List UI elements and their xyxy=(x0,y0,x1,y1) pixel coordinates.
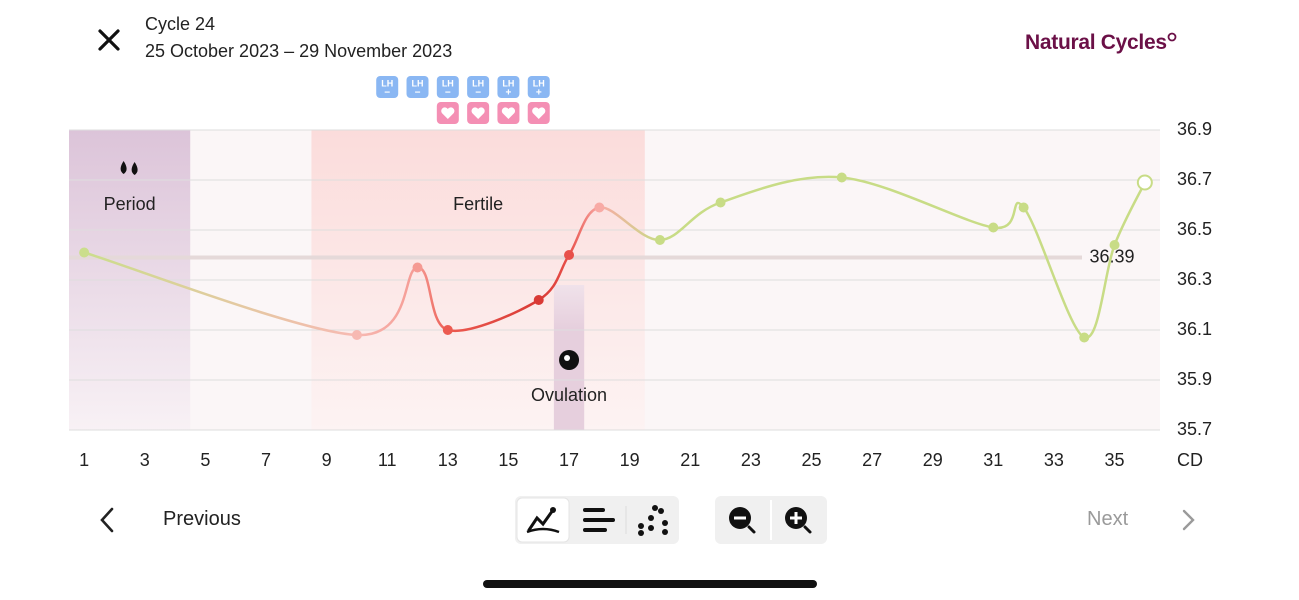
temperature-point xyxy=(351,330,362,340)
x-tick-label: 17 xyxy=(559,450,579,470)
x-tick-label: 25 xyxy=(801,450,821,470)
home-indicator xyxy=(483,580,817,588)
heart xyxy=(471,107,485,119)
temperature-point xyxy=(442,325,453,335)
y-tick-label: 36.7 xyxy=(1177,169,1212,189)
temperature-point xyxy=(1136,174,1153,191)
x-tick-label: 27 xyxy=(862,450,882,470)
temperature-point xyxy=(836,172,847,183)
previous-arrow[interactable] xyxy=(95,506,119,534)
zoom-controls xyxy=(715,496,827,544)
zoom-in-button[interactable] xyxy=(785,507,812,534)
x-tick-label: 15 xyxy=(498,450,518,470)
temperature-point xyxy=(654,235,665,245)
lh-test-icon xyxy=(376,76,399,98)
lh-result: − xyxy=(384,88,390,99)
next-button[interactable]: Next xyxy=(1087,508,1129,530)
x-tick-label: 29 xyxy=(923,450,943,470)
brand-name: Natural Cycles xyxy=(1025,31,1167,54)
x-tick-label: 9 xyxy=(322,450,332,470)
lh-result: − xyxy=(415,88,421,99)
line-view-button[interactable] xyxy=(516,497,570,543)
brand-dot xyxy=(1167,32,1177,42)
x-tick-label: 11 xyxy=(378,450,397,470)
x-tick-label: 13 xyxy=(438,450,458,470)
list-view-button[interactable] xyxy=(583,508,615,532)
x-tick-label: 21 xyxy=(680,450,700,470)
heart xyxy=(532,107,546,119)
close-button[interactable] xyxy=(96,27,124,55)
lh-label: LH xyxy=(442,78,454,88)
temperature-point xyxy=(1018,202,1029,213)
dots-view-button[interactable] xyxy=(638,505,668,536)
x-tick-label: 1 xyxy=(79,450,89,470)
y-tick-label: 36.3 xyxy=(1177,269,1212,289)
x-tick-label: 31 xyxy=(983,450,1003,470)
lh-label: LH xyxy=(381,78,393,88)
lh-result: − xyxy=(445,88,451,99)
x-tick-label: 35 xyxy=(1105,450,1125,470)
y-tick-label: 36.1 xyxy=(1177,319,1212,339)
y-tick-label: 36.5 xyxy=(1177,219,1212,239)
next-arrow[interactable] xyxy=(1177,508,1201,532)
lh-test-icon xyxy=(497,76,520,98)
ovulation-icon-dot xyxy=(564,355,571,361)
lh-label: LH xyxy=(502,78,514,88)
y-tick-label: 36.9 xyxy=(1177,119,1212,139)
x-tick-label: 33 xyxy=(1044,450,1064,470)
lh-label: LH xyxy=(472,78,484,88)
cycle-title: Cycle 24 xyxy=(145,14,216,34)
lh-test-icon xyxy=(436,76,459,98)
temperature-point xyxy=(533,295,544,305)
lh-label: LH xyxy=(533,78,545,88)
lh-result: + xyxy=(536,88,542,99)
temperature-point xyxy=(1079,332,1090,343)
x-tick-label: 5 xyxy=(200,450,210,470)
brand-logo: Natural Cycles xyxy=(1025,31,1177,55)
temperature-point xyxy=(564,250,575,260)
x-tick-label: 7 xyxy=(261,450,271,470)
lh-label: LH xyxy=(412,78,424,88)
x-tick-label: 19 xyxy=(620,450,640,470)
heart xyxy=(441,107,455,119)
lh-test-icon xyxy=(406,76,429,98)
y-tick-label: 35.9 xyxy=(1177,369,1212,389)
x-tick-label: 23 xyxy=(741,450,761,470)
lh-test-icon xyxy=(467,76,490,98)
temperature-point xyxy=(412,262,423,273)
view-toggle xyxy=(515,496,679,544)
heart xyxy=(501,107,516,119)
zoom-out-button[interactable] xyxy=(729,507,756,534)
band-label: Ovulation xyxy=(531,385,607,405)
date-range: 25 October 2023 – 29 November 2023 xyxy=(145,41,453,61)
x-axis-label: CD xyxy=(1177,450,1203,470)
temperature-point xyxy=(988,222,999,233)
previous-button[interactable]: Previous xyxy=(163,508,241,530)
lh-result: + xyxy=(506,88,512,99)
temperature-point xyxy=(715,197,726,208)
x-tick-label: 3 xyxy=(140,450,150,470)
period-icon xyxy=(120,161,138,175)
band-label: Period xyxy=(104,194,156,214)
temperature-point xyxy=(594,202,605,213)
lh-test-icon xyxy=(527,76,550,98)
temperature-point xyxy=(1109,240,1120,250)
lh-result: − xyxy=(475,88,481,99)
temperature-point xyxy=(79,247,90,258)
band-label: Fertile xyxy=(453,194,503,214)
y-tick-label: 35.7 xyxy=(1177,419,1212,439)
